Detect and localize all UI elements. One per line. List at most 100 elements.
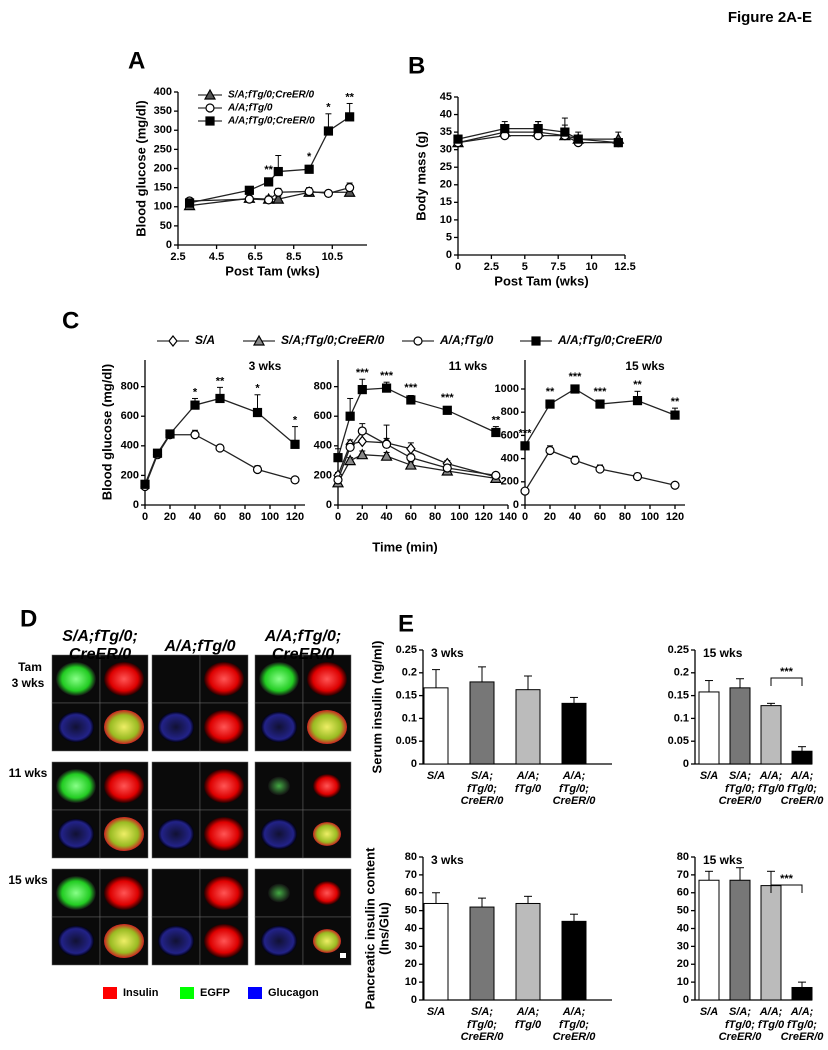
panel-letter: C: [62, 307, 79, 334]
comparison-label: ***: [780, 873, 794, 885]
marker: [140, 479, 150, 489]
marker: [244, 185, 254, 195]
marker: [304, 164, 314, 174]
marker: [190, 400, 200, 410]
y-tick-label: 0.1: [402, 712, 417, 724]
islet: [58, 818, 94, 850]
marker: [670, 480, 680, 490]
marker: [290, 475, 300, 485]
subplot-title: 3 wks: [249, 359, 282, 373]
x-tick-label: 5: [522, 261, 528, 273]
marker: [632, 471, 643, 482]
bar: [729, 687, 751, 765]
marker: [404, 458, 417, 470]
marker: [570, 384, 580, 394]
marker: [333, 475, 343, 485]
x-tick-label: 10.5: [322, 251, 343, 263]
significance: *: [255, 383, 260, 395]
marker: [380, 449, 393, 461]
bar: [515, 902, 541, 1001]
y-tick-label: 200: [121, 469, 139, 481]
marker: [345, 411, 355, 421]
x-tick-label: 0: [455, 261, 461, 273]
x-tick-label: 0: [335, 511, 341, 523]
significance: *: [326, 102, 331, 114]
y-tick-label: 80: [405, 851, 417, 863]
y-tick-label: 200: [154, 162, 172, 174]
islet: [204, 769, 244, 803]
y-tick-label: 70: [677, 869, 689, 881]
marker: [570, 455, 580, 465]
marker: [215, 443, 225, 453]
bar: [561, 920, 587, 1001]
subplot-title: 11 wks: [449, 359, 488, 373]
x-tick-label: A/A; fTg/0; CreER/0: [552, 770, 596, 808]
x-tick-label: 120: [475, 511, 493, 523]
marker: [357, 435, 368, 448]
islet: [307, 710, 347, 744]
marker: [252, 407, 263, 418]
significance: ***: [404, 382, 418, 394]
y-tick-label: 0.25: [668, 644, 689, 656]
x-axis-label: Time (min): [372, 539, 438, 554]
chart-title: 15 wks: [703, 853, 743, 867]
bar: [760, 705, 782, 765]
series-line: [144, 434, 296, 487]
y-tick-label: 800: [121, 381, 139, 393]
islet: [58, 925, 94, 957]
marker: [442, 405, 452, 415]
y-tick-label: 200: [314, 469, 332, 481]
marker: [406, 442, 416, 455]
marker: [333, 453, 343, 463]
marker: [215, 393, 225, 404]
marker: [323, 126, 334, 136]
y-tick-label: 50: [677, 905, 689, 917]
significance: ***: [380, 370, 394, 382]
marker: [595, 399, 605, 409]
marker: [184, 198, 195, 208]
legend-label: A/A;fTg/0;CreER/0: [227, 116, 315, 127]
significance: *: [193, 386, 198, 398]
marker: [632, 396, 643, 406]
y-tick-label: 70: [405, 869, 417, 881]
x-tick-label: 100: [450, 511, 468, 523]
islet: [268, 776, 290, 796]
marker: [252, 464, 263, 475]
y-tick-label: 0.05: [396, 735, 417, 747]
x-tick-label: 6.5: [247, 251, 262, 263]
marker: [273, 187, 283, 197]
marker: [670, 410, 680, 420]
column-header: A/A;fTg/0: [164, 638, 236, 655]
marker: [500, 123, 510, 134]
marker: [381, 383, 392, 393]
x-tick-label: A/A; fTg/0: [514, 1006, 542, 1031]
marker: [168, 335, 178, 347]
y-axis-label: Body mass (g): [413, 131, 428, 221]
y-tick-label: 0: [133, 499, 139, 511]
islet: [204, 924, 244, 958]
x-tick-label: 60: [405, 511, 417, 523]
marker: [491, 427, 501, 438]
y-tick-label: 35: [440, 126, 452, 138]
y-tick-label: 45: [440, 91, 452, 103]
islet: [104, 876, 144, 910]
significance: ***: [594, 386, 608, 398]
marker: [413, 336, 423, 346]
y-tick-label: 25: [440, 161, 452, 173]
y-tick-label: 400: [154, 86, 172, 98]
bar: [423, 902, 449, 1001]
column-header: A/A;fTg/0; CreER/0: [264, 628, 342, 664]
y-tick-label: 20: [677, 958, 689, 970]
series-line: [524, 449, 676, 492]
islet: [158, 925, 194, 957]
legend-label: EGFP: [200, 987, 230, 999]
significance: ***: [519, 428, 533, 440]
legend-swatch: [103, 987, 117, 999]
y-tick-label: 400: [121, 440, 139, 452]
y-tick-label: 40: [405, 922, 417, 934]
micrograph: [151, 654, 201, 704]
x-tick-label: S/A; fTg/0; CreER/0: [460, 1006, 504, 1044]
legend-label: Glucagon: [268, 987, 319, 999]
y-tick-label: 80: [677, 851, 689, 863]
series-line: [337, 387, 497, 458]
